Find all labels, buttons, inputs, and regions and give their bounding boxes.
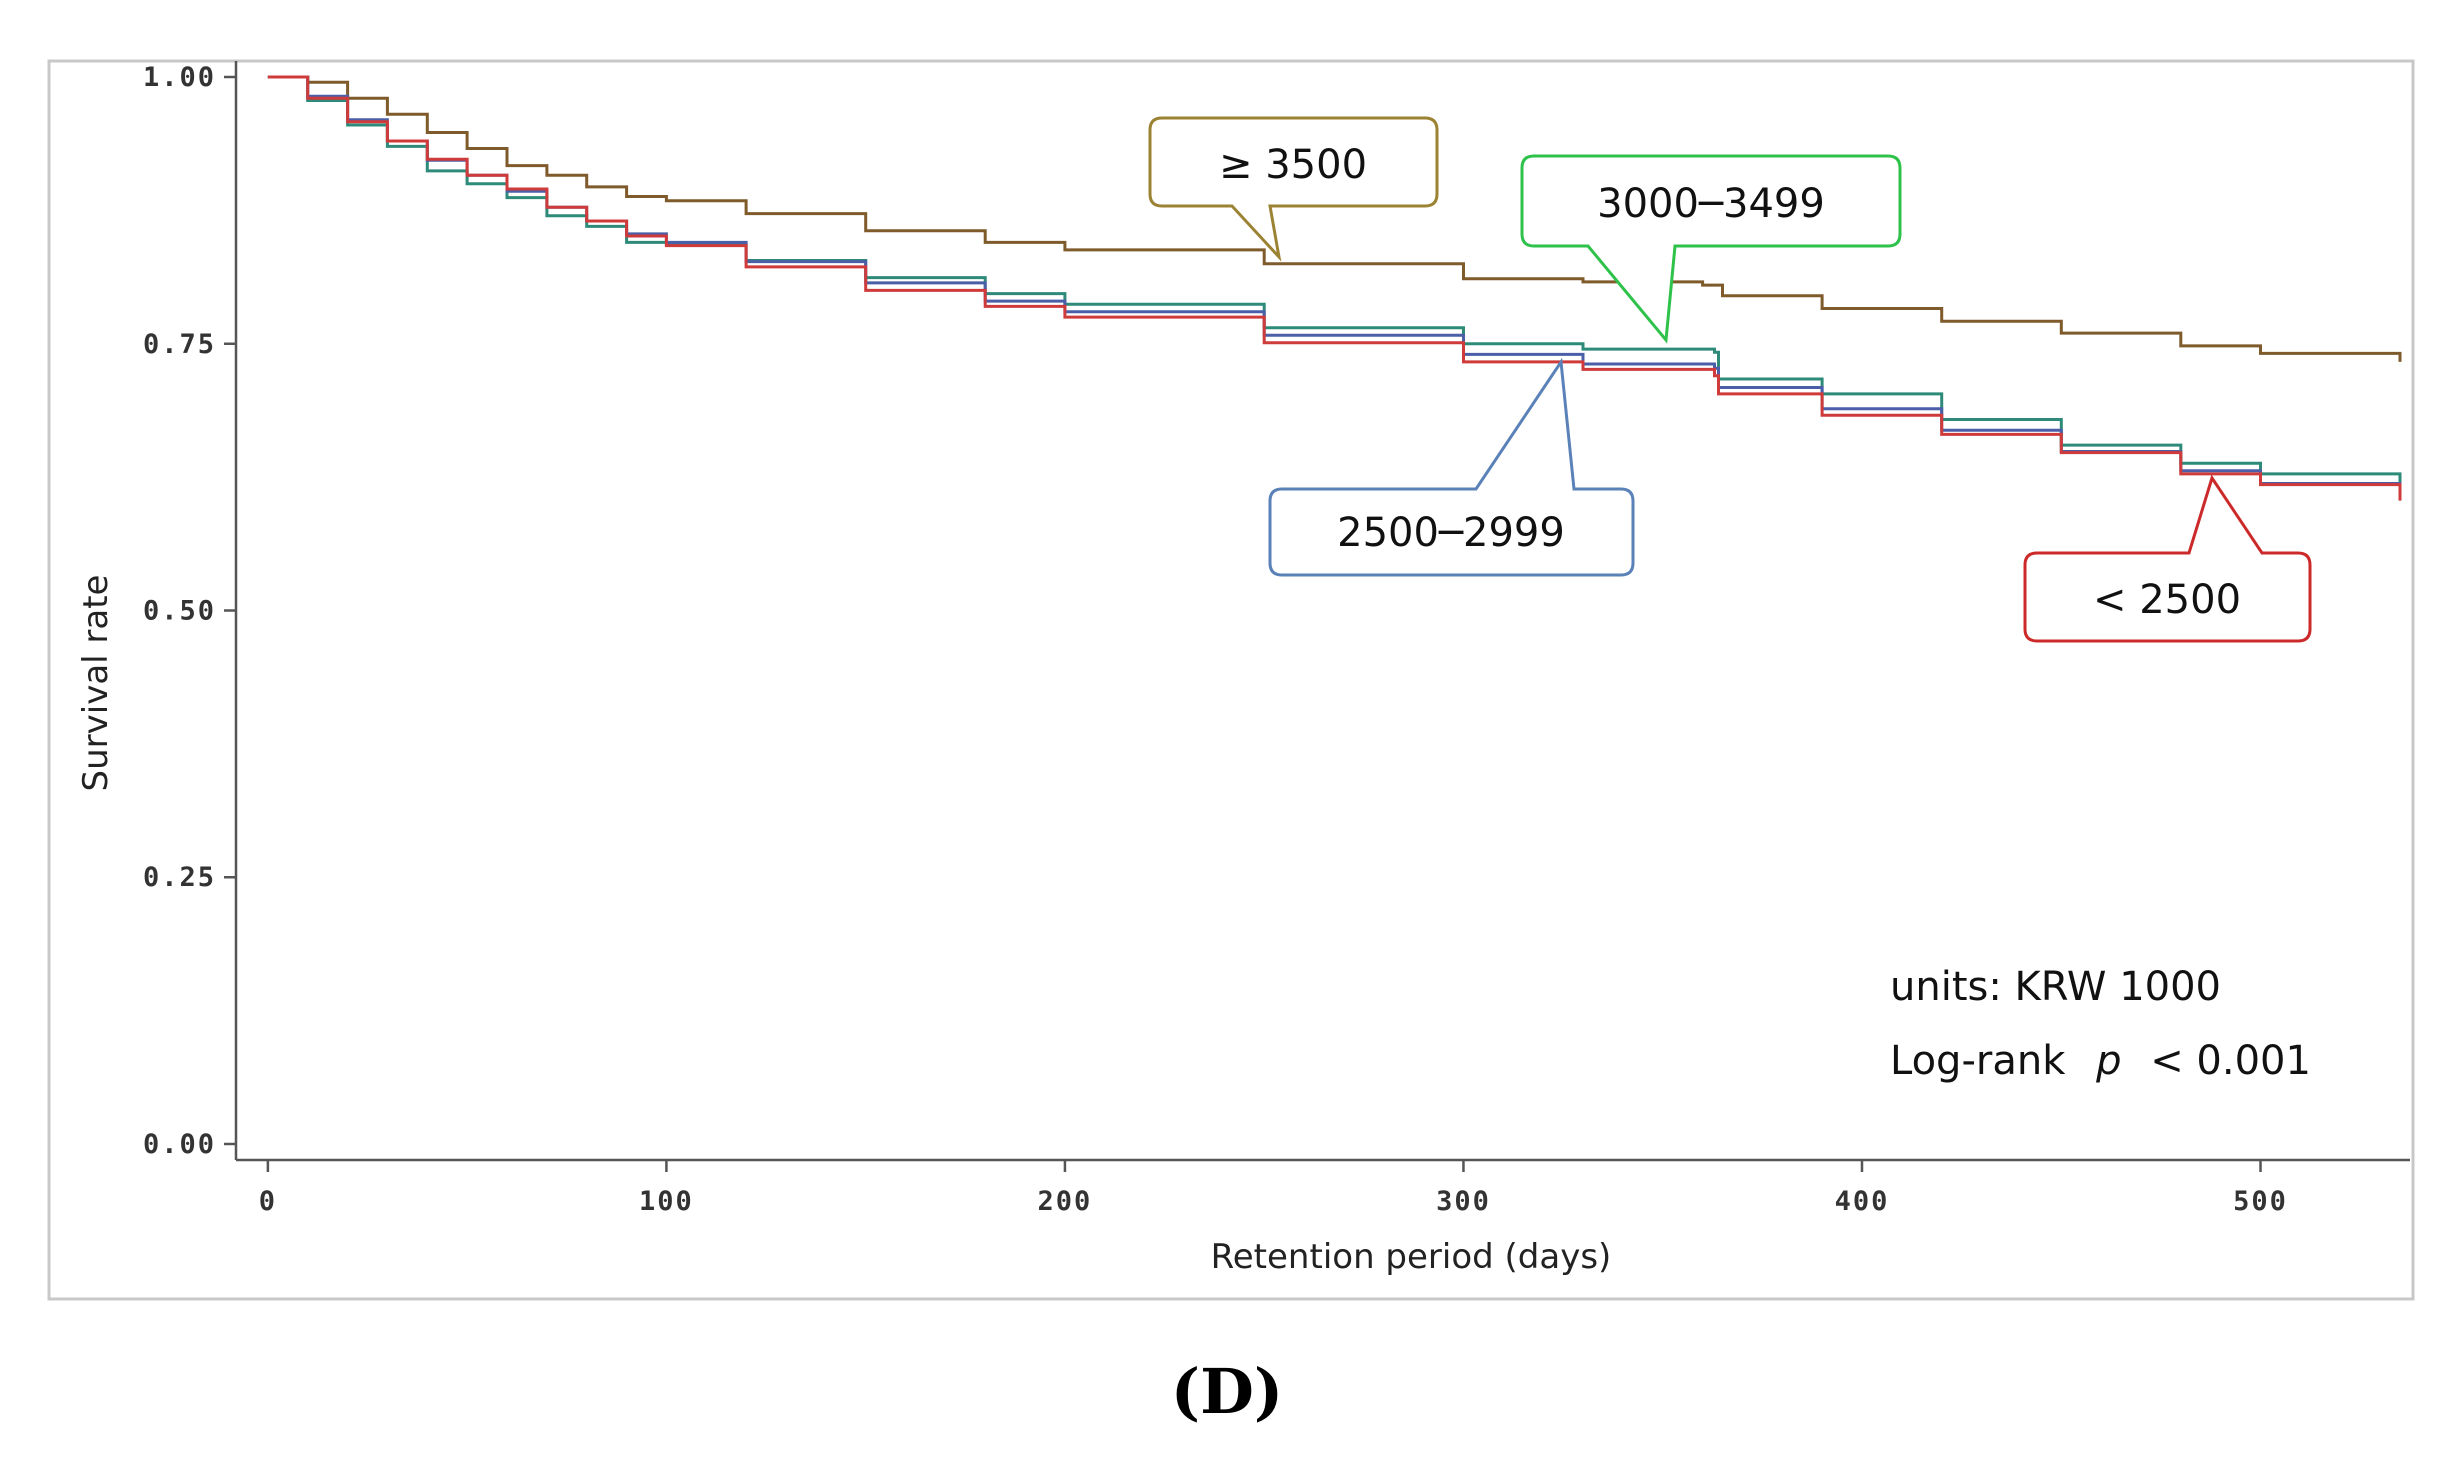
y-tick-label: 1.00 — [143, 62, 216, 93]
p-value: < 0.001 — [2150, 1038, 2311, 1084]
x-tick-label: 0 — [259, 1186, 277, 1217]
y-tick-label: 0.25 — [143, 862, 216, 893]
y-tick-label: 0.75 — [143, 329, 216, 360]
y-tick-label: 0.50 — [143, 596, 216, 627]
y-tick-label: 0.00 — [143, 1129, 216, 1160]
p-symbol: p — [2095, 1038, 2121, 1084]
axes: 0.00 0.25 0.50 0.75 1.00 0 100 200 300 400 500 — [143, 61, 2410, 1217]
callout-box-3 — [1268, 357, 1635, 577]
x-tick-label: 400 — [1835, 1186, 1890, 1217]
callout-box-2 — [1520, 154, 1902, 344]
series-line-4 — [267, 75, 2402, 501]
callouts: ≥ 3500 3000─3499 2500─2999 < 2500 — [1148, 116, 2312, 643]
logrank-label: Log-rank — [1890, 1038, 2066, 1084]
x-tick-label: 100 — [639, 1186, 694, 1217]
legend-label-1: ≥ 3500 — [1219, 142, 1367, 188]
logrank-note: Log-rank p < 0.001 — [1890, 1038, 2311, 1084]
x-tick-label: 300 — [1436, 1186, 1491, 1217]
series-line-1 — [267, 75, 2402, 362]
y-axis-title: Survival rate — [76, 575, 116, 792]
legend-label-3: 2500─2999 — [1337, 510, 1565, 556]
legend-label-4: < 2500 — [2093, 577, 2241, 623]
x-tick-label: 500 — [2233, 1186, 2288, 1217]
series-lines — [267, 75, 2402, 501]
units-note: units: KRW 1000 — [1890, 964, 2221, 1010]
panel-label: (D) — [1171, 1355, 1283, 1428]
callout-box-4 — [2023, 474, 2312, 643]
legend-label-2: 3000─3499 — [1597, 181, 1825, 227]
x-axis-title: Retention period (days) — [1211, 1237, 1612, 1277]
x-tick-label: 200 — [1038, 1186, 1093, 1217]
callout-box-1 — [1148, 116, 1439, 262]
chart-frame — [47, 59, 2415, 1301]
